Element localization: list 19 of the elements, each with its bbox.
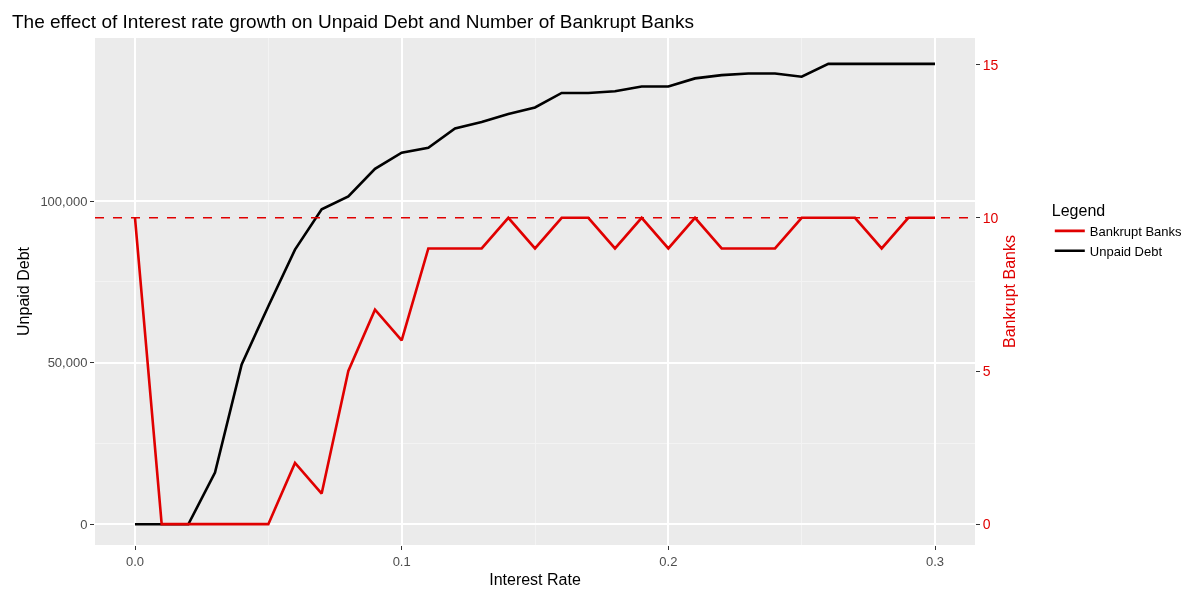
- y2-tick-label: 5: [982, 362, 991, 379]
- x-tick-label: 0.2: [659, 553, 678, 569]
- y-tick-label: 100,000: [40, 193, 88, 209]
- y-tick-label: 50,000: [47, 355, 88, 371]
- x-tick-label: 0.0: [125, 553, 145, 569]
- line-series: [133, 62, 937, 526]
- x-axis-title: Interest Rate: [489, 571, 581, 589]
- legend-label: Unpaid Debt: [1089, 243, 1163, 259]
- y2-tick-label: 15: [982, 56, 999, 73]
- legend-label: Bankrupt Banks: [1089, 223, 1183, 239]
- y-axis-title: Unpaid Debt: [15, 246, 33, 336]
- y2-tick-label: 0: [982, 516, 991, 533]
- y-tick-label: 0: [80, 516, 88, 532]
- x-tick-label: 0.3: [925, 553, 945, 569]
- chart-title: The effect of Interest rate growth on Unpaid Debt and Number of Bankrupt Banks: [12, 11, 694, 33]
- legend-title: Legend: [1051, 201, 1106, 219]
- y2-tick-label: 10: [982, 209, 999, 226]
- x-tick-label: 0.1: [392, 553, 411, 569]
- y2-axis-title: Bankrupt Banks: [1001, 235, 1019, 348]
